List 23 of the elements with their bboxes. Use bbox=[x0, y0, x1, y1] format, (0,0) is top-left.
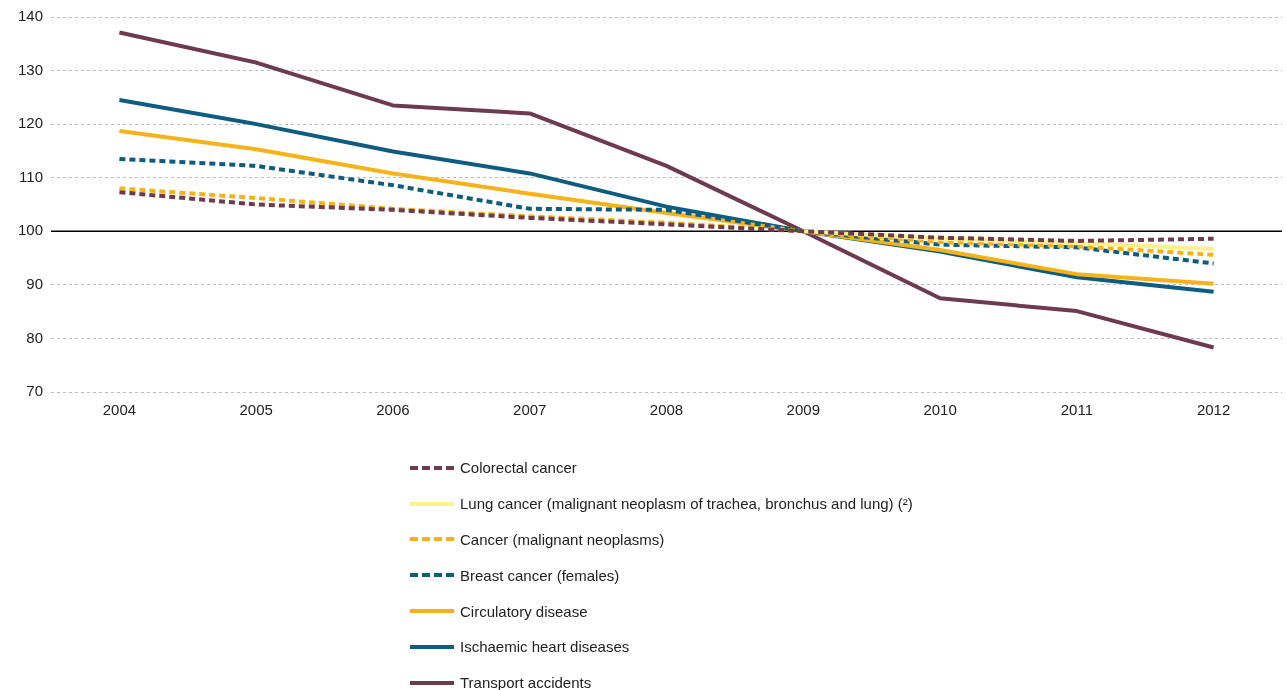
x-tick-label: 2006 bbox=[376, 401, 410, 419]
y-tick-label: 130 bbox=[18, 60, 44, 78]
x-tick-label: 2012 bbox=[1196, 401, 1231, 419]
y-tick-label: 110 bbox=[19, 167, 44, 185]
legend-label: Colorectal cancer bbox=[460, 459, 577, 477]
x-tick-label: 2009 bbox=[786, 401, 820, 419]
x-tick-label: 2007 bbox=[513, 401, 547, 419]
y-tick-label: 120 bbox=[18, 114, 44, 132]
legend-label: Lung cancer (malignant neoplasm of trachea, bronchus and lung) (²) bbox=[460, 495, 913, 513]
x-tick-label: 2004 bbox=[102, 401, 137, 419]
legend-label: Ischaemic heart diseases bbox=[460, 638, 630, 656]
legend-label: Breast cancer (females) bbox=[460, 566, 620, 584]
legend-label: Cancer (malignant neoplasms) bbox=[460, 530, 665, 548]
y-tick-label: 140 bbox=[18, 7, 44, 25]
y-tick-label: 100 bbox=[18, 221, 44, 239]
x-tick-label: 2011 bbox=[1060, 401, 1093, 419]
y-tick-label: 70 bbox=[26, 382, 44, 400]
y-tick-label: 90 bbox=[26, 275, 44, 292]
x-tick-label: 2008 bbox=[649, 401, 684, 419]
x-tick-label: 2010 bbox=[923, 401, 957, 419]
x-tick-label: 2005 bbox=[239, 401, 273, 419]
legend-label: Circulatory disease bbox=[460, 602, 588, 620]
y-tick-label: 80 bbox=[26, 328, 44, 346]
